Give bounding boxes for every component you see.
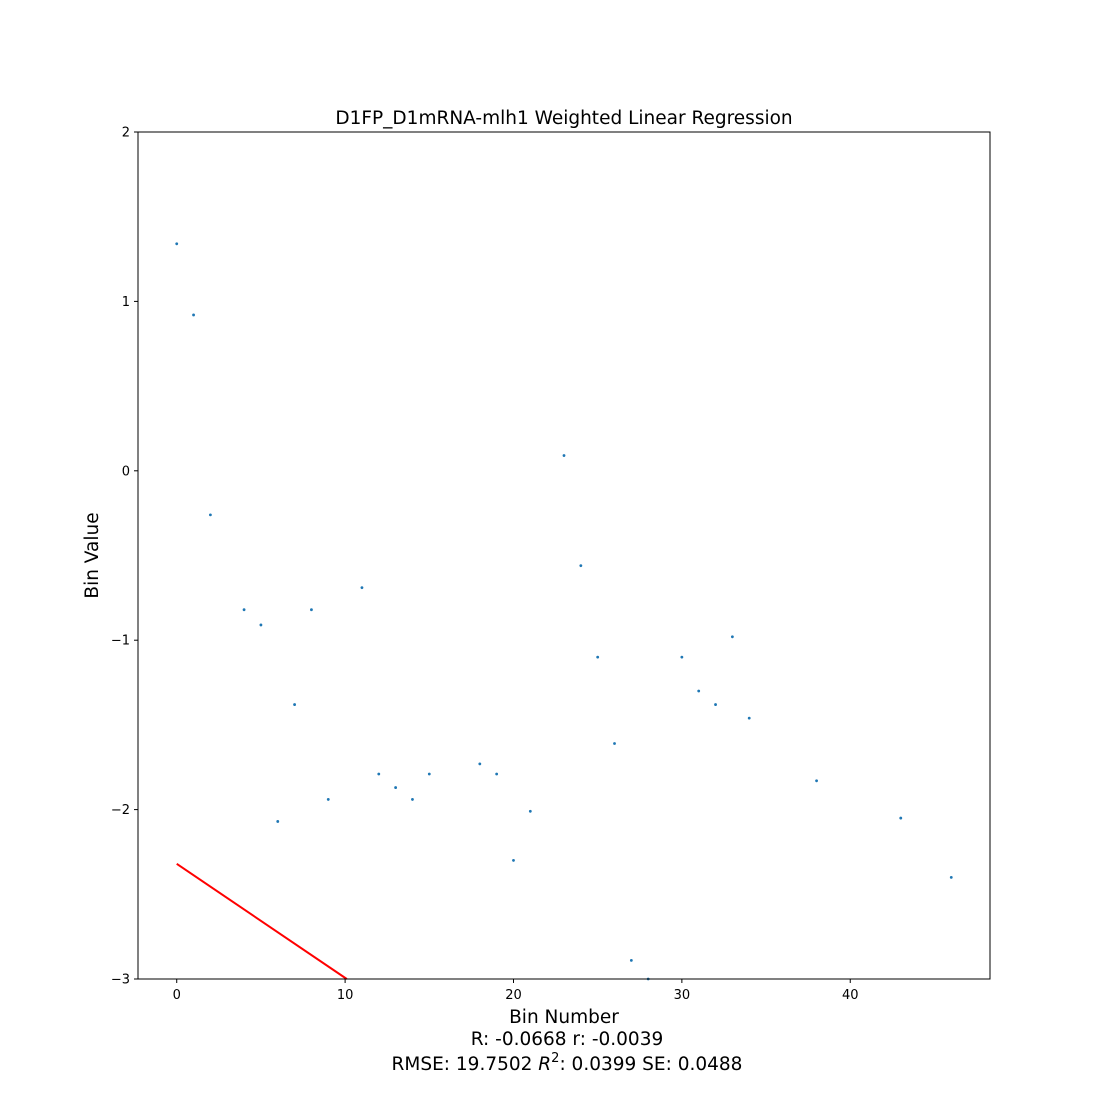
data-point xyxy=(427,772,431,776)
data-point xyxy=(310,608,313,612)
regression-line xyxy=(176,862,348,980)
regression-layer xyxy=(176,862,348,980)
data-point xyxy=(613,742,616,745)
data-point xyxy=(596,655,600,659)
y-tick-label: −1 xyxy=(111,634,130,649)
stats-r2-exponent: 2 xyxy=(551,1051,559,1066)
data-point xyxy=(629,958,633,962)
stats-line-2: RMSE: 19.7502 R2: 0.0399 SE: 0.0488 xyxy=(392,1051,743,1075)
data-point xyxy=(730,635,734,639)
data-point xyxy=(478,762,482,766)
data-point xyxy=(747,716,751,720)
data-point xyxy=(562,454,566,457)
data-point xyxy=(899,816,903,820)
plot-frame xyxy=(137,131,991,980)
data-point xyxy=(697,689,701,693)
data-point xyxy=(714,703,717,706)
data-point xyxy=(680,655,684,659)
data-point xyxy=(259,623,263,627)
data-point xyxy=(293,703,296,706)
data-point xyxy=(360,586,364,590)
x-tick-label: 20 xyxy=(505,988,522,1003)
data-point xyxy=(326,798,330,801)
y-axis-label: Bin Value xyxy=(82,512,103,598)
data-point xyxy=(815,779,818,783)
data-point xyxy=(512,859,515,862)
data-point xyxy=(579,564,583,568)
data-point xyxy=(394,786,398,789)
chart-title: D1FP_D1mRNA-mlh1 Weighted Linear Regress… xyxy=(335,108,792,129)
data-point xyxy=(192,313,195,317)
data-point xyxy=(495,772,499,776)
stats-rmse: RMSE: 19.7502 xyxy=(392,1054,539,1075)
y-tick-label: 1 xyxy=(122,295,130,310)
y-tick-label: −2 xyxy=(111,803,130,818)
data-point xyxy=(175,242,179,246)
data-point xyxy=(276,820,280,823)
data-point xyxy=(377,772,381,776)
data-point xyxy=(209,513,212,517)
x-axis-ticks: 0 10 20 30 40 xyxy=(173,979,859,1003)
data-point xyxy=(242,608,246,612)
y-axis-ticks: −3 −2 −1 0 1 2 xyxy=(111,126,138,988)
stats-line-1: R: -0.0668 r: -0.0039 xyxy=(471,1029,664,1050)
x-tick-label: 0 xyxy=(173,988,181,1003)
scatter-points xyxy=(175,242,953,981)
stats-r2-symbol: R xyxy=(538,1054,551,1075)
stats-rest: : 0.0399 SE: 0.0488 xyxy=(559,1054,742,1075)
data-point xyxy=(411,798,414,801)
y-tick-label: 0 xyxy=(122,464,130,479)
y-tick-label: −3 xyxy=(111,973,130,988)
data-point xyxy=(949,875,953,879)
x-tick-label: 40 xyxy=(842,988,859,1003)
x-tick-label: 30 xyxy=(674,988,691,1003)
x-axis-label: Bin Number xyxy=(509,1007,619,1028)
x-tick-label: 10 xyxy=(337,988,354,1003)
data-point xyxy=(528,809,532,813)
y-tick-label: 2 xyxy=(122,126,130,141)
